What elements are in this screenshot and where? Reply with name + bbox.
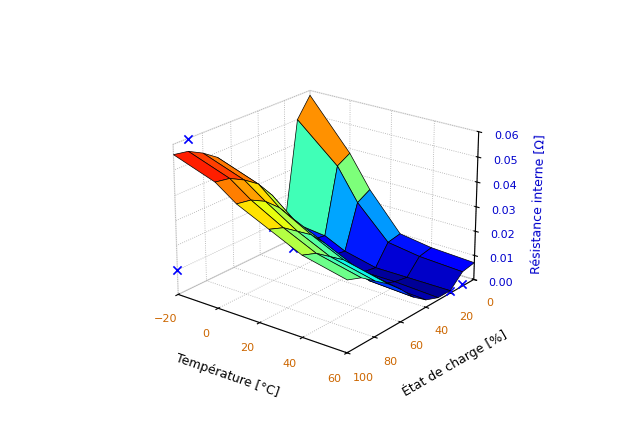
X-axis label: Température [°C]: Température [°C] (174, 352, 280, 399)
Y-axis label: État de charge [%]: État de charge [%] (399, 327, 509, 398)
